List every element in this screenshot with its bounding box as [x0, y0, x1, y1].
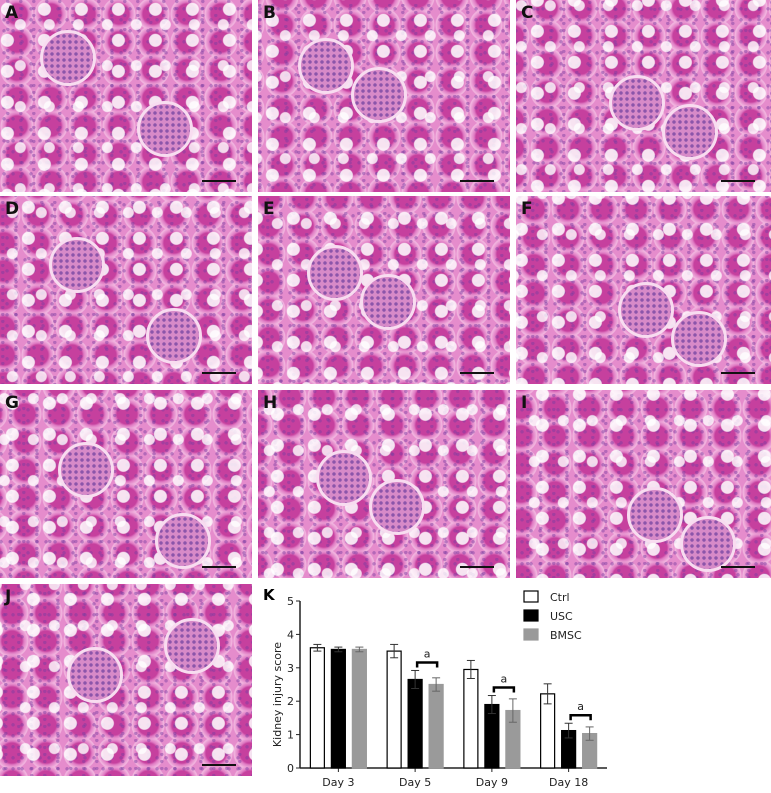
panel-label: I [521, 393, 528, 413]
panel-label: E [263, 199, 275, 219]
y-tick-label: 1 [287, 729, 294, 742]
scale-bar [202, 566, 236, 568]
significance-label: a [501, 673, 508, 686]
scale-bar [202, 372, 236, 374]
glomerulus [360, 274, 416, 330]
histology-panel-G: G [0, 390, 252, 578]
y-axis-label: Kidney injury score [271, 642, 284, 747]
bar-bmsc [428, 683, 444, 769]
chart-panel-label: K [263, 586, 275, 604]
legend-label: USC [550, 610, 573, 623]
glomerulus [627, 487, 683, 543]
glomerulus [164, 618, 220, 674]
glomerulus [67, 647, 123, 703]
bar-ctrl [309, 647, 325, 769]
y-tick-label: 5 [287, 595, 294, 608]
scale-bar [460, 566, 494, 568]
y-tick-label: 2 [287, 695, 294, 708]
x-tick-label: Day 9 [476, 776, 508, 789]
histology-panel-B: B [258, 0, 510, 192]
glomerulus [609, 75, 665, 131]
scale-bar [721, 372, 755, 374]
bar-ctrl [540, 693, 556, 769]
x-tick-label: Day 3 [322, 776, 354, 789]
panel-label: F [521, 199, 533, 219]
histology-panel-F: F [516, 196, 771, 384]
panel-label: A [5, 3, 19, 23]
x-tick-label: Day 5 [399, 776, 431, 789]
y-tick-label: 0 [287, 762, 294, 775]
panel-label: G [5, 393, 19, 413]
significance-label: a [577, 700, 584, 713]
panel-label: C [521, 3, 534, 23]
glomerulus [298, 38, 354, 94]
glomerulus [49, 237, 105, 293]
legend-label: BMSC [550, 629, 582, 642]
histology-panel-E: E [258, 196, 510, 384]
bar-ctrl [463, 668, 479, 769]
panel-label: H [263, 393, 278, 413]
significance-bracket [492, 686, 516, 693]
glomerulus [351, 67, 407, 123]
glomerulus [618, 282, 674, 338]
significance-bracket [415, 661, 439, 668]
glomerulus [307, 245, 363, 301]
glomerulus [40, 30, 96, 86]
glomerulus [155, 513, 211, 569]
histology-panel-D: D [0, 196, 252, 384]
scale-bar [202, 764, 236, 766]
glomerulus [316, 450, 372, 506]
glomerulus [662, 104, 718, 160]
bar-usc [407, 678, 423, 769]
histology-panel-A: A [0, 0, 252, 192]
legend-swatch-usc [523, 609, 539, 622]
bar-usc [330, 648, 346, 769]
legend-label: Ctrl [550, 591, 570, 604]
scale-bar [460, 372, 494, 374]
glomerulus [137, 101, 193, 157]
y-tick-label: 4 [287, 628, 294, 641]
histology-panel-J: J [0, 584, 252, 776]
panel-label: B [263, 3, 276, 23]
histology-panel-I: I [516, 390, 771, 578]
bar-usc [484, 703, 500, 769]
bar-bmsc [351, 648, 367, 769]
legend-swatch-bmsc [523, 628, 539, 641]
glomerulus [58, 442, 114, 498]
histology-panel-C: C [516, 0, 771, 192]
scale-bar [721, 180, 755, 182]
scale-bar [721, 566, 755, 568]
glomerulus [146, 308, 202, 364]
glomerulus [680, 516, 736, 572]
panel-label: D [5, 199, 20, 219]
scale-bar [460, 180, 494, 182]
glomerulus [369, 479, 425, 535]
panel-label: J [5, 587, 12, 607]
glomerulus [671, 311, 727, 367]
scale-bar [202, 180, 236, 182]
bar-ctrl [386, 650, 402, 769]
significance-label: a [424, 647, 431, 660]
significance-bracket [569, 713, 592, 721]
histology-panel-H: H [258, 390, 510, 578]
x-tick-label: Day 18 [549, 776, 588, 789]
y-tick-label: 3 [287, 662, 294, 675]
legend-swatch-ctrl [523, 590, 539, 603]
